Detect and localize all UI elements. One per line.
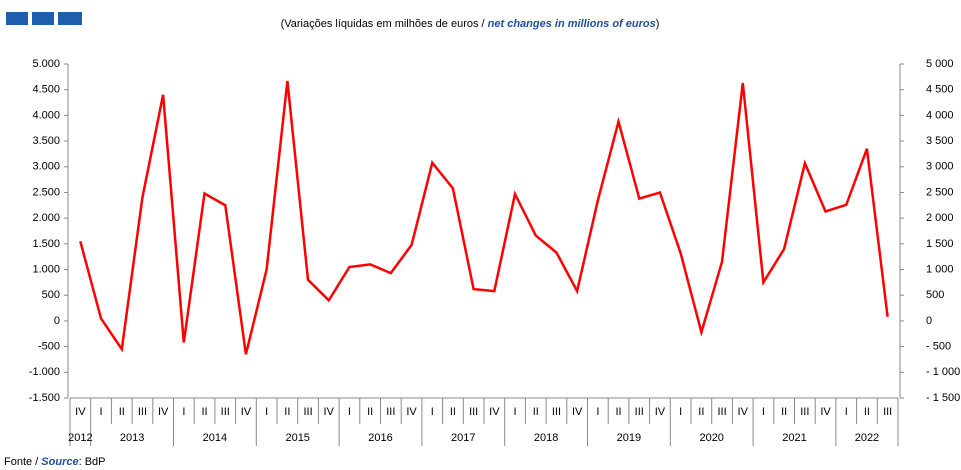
y-tick-label: 2.500 xyxy=(32,186,60,198)
subtitle-part: ) xyxy=(656,18,660,30)
x-tick-label: II xyxy=(201,406,207,418)
y-tick-label: 5.000 xyxy=(32,58,60,70)
x-tick-label: III xyxy=(303,406,312,418)
y-tick-label: -1.000 xyxy=(29,366,60,378)
year-label: 2015 xyxy=(285,432,309,444)
logo-square xyxy=(58,12,82,25)
x-tick-label: I xyxy=(182,406,185,418)
x-tick-label: I xyxy=(100,406,103,418)
x-tick-label: III xyxy=(386,406,395,418)
x-tick-label: IV xyxy=(241,406,252,418)
year-label: 2012 xyxy=(68,432,92,444)
x-tick-label: II xyxy=(864,406,870,418)
year-label: 2019 xyxy=(617,432,641,444)
x-tick-label: III xyxy=(883,406,892,418)
y2-tick-label: 2 500 xyxy=(926,186,954,198)
y-tick-label: 1.000 xyxy=(32,263,60,275)
y-tick-label: 2.000 xyxy=(32,212,60,224)
year-label: 2020 xyxy=(699,432,723,444)
y-tick-label: 3.000 xyxy=(32,161,60,173)
footer-part: Source xyxy=(41,456,78,468)
footer-part: : BdP xyxy=(79,456,106,468)
x-tick-label: I xyxy=(596,406,599,418)
y2-tick-label: 4 000 xyxy=(926,109,954,121)
x-tick-label: III xyxy=(635,406,644,418)
year-label: 2022 xyxy=(855,432,879,444)
data-line xyxy=(79,80,889,355)
x-tick-label: IV xyxy=(324,406,335,418)
x-tick-label: II xyxy=(119,406,125,418)
x-tick-label: I xyxy=(845,406,848,418)
x-tick-label: IV xyxy=(406,406,417,418)
footer-part: Fonte / xyxy=(4,456,41,468)
y-tick-label: 500 xyxy=(42,289,60,301)
x-tick-label: II xyxy=(781,406,787,418)
y-tick-label: 1.500 xyxy=(32,238,60,250)
y-tick-label: 4.000 xyxy=(32,109,60,121)
x-tick-label: I xyxy=(431,406,434,418)
year-label: 2021 xyxy=(782,432,806,444)
year-label: 2014 xyxy=(203,432,227,444)
y2-tick-label: 1 500 xyxy=(926,238,954,250)
y2-tick-label: - 500 xyxy=(926,341,951,353)
y-tick-label: 0 xyxy=(54,315,60,327)
y2-tick-label: 1 000 xyxy=(926,263,954,275)
y2-tick-label: 0 xyxy=(926,315,932,327)
year-label: 2016 xyxy=(368,432,392,444)
subtitle: (Variações líquidas em milhões de euros … xyxy=(281,18,660,30)
x-tick-label: IV xyxy=(489,406,500,418)
x-tick-label: I xyxy=(679,406,682,418)
x-tick-label: IV xyxy=(738,406,749,418)
y-tick-label: -1.500 xyxy=(29,392,60,404)
subtitle-part: net changes in millions of euros xyxy=(488,18,656,30)
x-tick-label: I xyxy=(348,406,351,418)
x-tick-label: II xyxy=(533,406,539,418)
x-tick-label: IV xyxy=(158,406,169,418)
y2-tick-label: 500 xyxy=(926,289,944,301)
y-tick-label: 3.500 xyxy=(32,135,60,147)
y-tick-label: 4.500 xyxy=(32,84,60,96)
year-label: 2013 xyxy=(120,432,144,444)
y2-tick-label: - 1 500 xyxy=(926,392,960,404)
x-tick-label: II xyxy=(450,406,456,418)
year-label: 2017 xyxy=(451,432,475,444)
y2-tick-label: 3 500 xyxy=(926,135,954,147)
x-tick-label: II xyxy=(615,406,621,418)
y2-tick-label: 3 000 xyxy=(926,161,954,173)
y2-tick-label: 4 500 xyxy=(926,84,954,96)
x-tick-label: I xyxy=(514,406,517,418)
subtitle-part: (Variações líquidas em milhões de euros … xyxy=(281,18,488,30)
x-tick-label: III xyxy=(469,406,478,418)
logo-square xyxy=(32,12,54,25)
y2-tick-label: 2 000 xyxy=(926,212,954,224)
y2-tick-label: 5 000 xyxy=(926,58,954,70)
y2-tick-label: - 1 000 xyxy=(926,366,960,378)
x-tick-label: II xyxy=(367,406,373,418)
x-tick-label: IV xyxy=(820,406,831,418)
logo-square xyxy=(6,12,28,25)
x-tick-label: III xyxy=(552,406,561,418)
x-tick-label: III xyxy=(717,406,726,418)
x-tick-label: III xyxy=(138,406,147,418)
x-tick-label: II xyxy=(698,406,704,418)
x-tick-label: I xyxy=(762,406,765,418)
y-tick-label: -500 xyxy=(38,341,60,353)
x-tick-label: III xyxy=(800,406,809,418)
x-tick-label: IV xyxy=(75,406,86,418)
year-label: 2018 xyxy=(534,432,558,444)
footer: Fonte / Source: BdP xyxy=(4,456,106,468)
x-tick-label: II xyxy=(284,406,290,418)
x-tick-label: IV xyxy=(655,406,666,418)
x-tick-label: IV xyxy=(572,406,583,418)
x-tick-label: III xyxy=(221,406,230,418)
x-tick-label: I xyxy=(265,406,268,418)
